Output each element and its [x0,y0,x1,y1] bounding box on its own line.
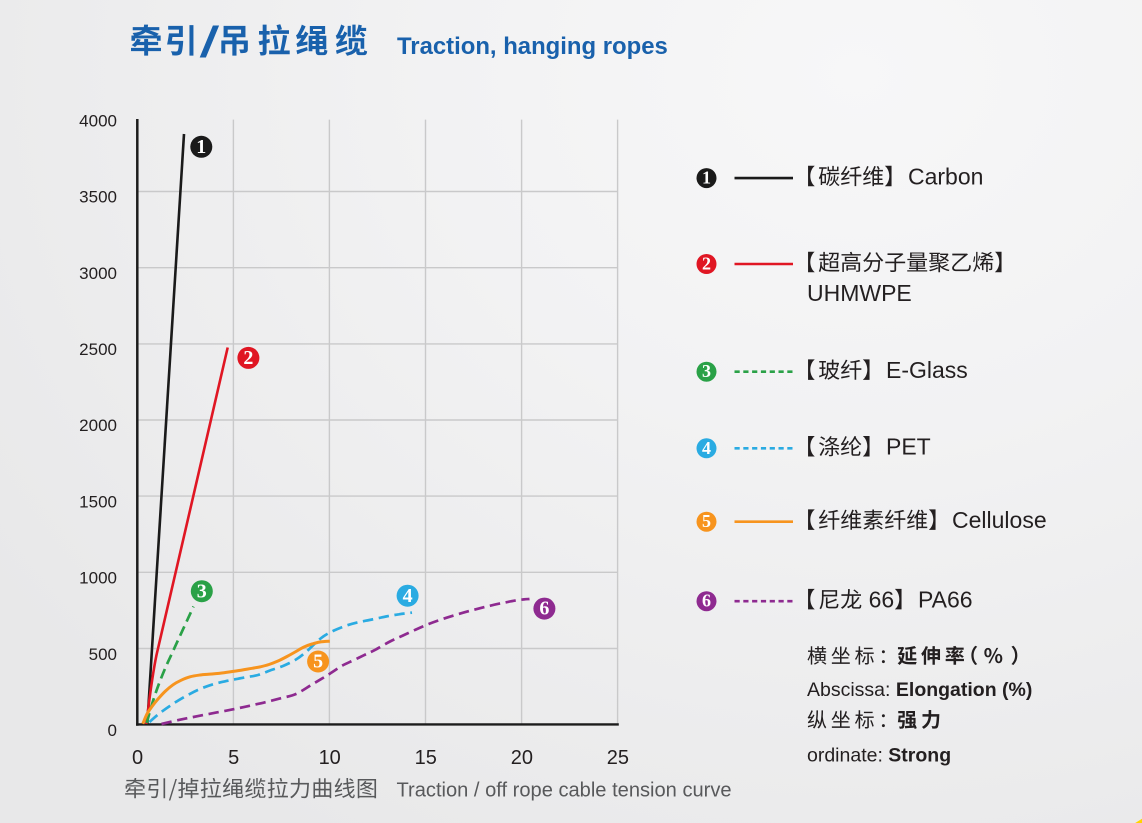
svg-text:Abscissa:: Abscissa: [807,679,890,701]
svg-text:3: 3 [197,580,207,602]
svg-text:0: 0 [132,747,143,769]
svg-text:UHMWPE: UHMWPE [807,280,912,306]
svg-text:4: 4 [702,438,711,458]
svg-text:500: 500 [89,645,117,664]
svg-text:Traction / off rope cable tens: Traction / off rope cable tension curve [397,780,732,802]
svg-text:3500: 3500 [79,188,117,207]
svg-text:15: 15 [415,747,437,769]
svg-text:Elongation (%): Elongation (%) [896,679,1032,701]
svg-text:6: 6 [539,598,549,620]
svg-text:0: 0 [108,721,117,740]
svg-text:10: 10 [319,747,341,769]
svg-text:66: 66 [869,587,895,613]
svg-text:2: 2 [243,347,253,369]
svg-text:Strong: Strong [888,745,951,767]
svg-text:1: 1 [702,168,711,188]
svg-text:Cellulose: Cellulose [952,507,1047,533]
svg-text:25: 25 [607,747,629,769]
svg-text:Traction, hanging ropes: Traction, hanging ropes [397,33,668,60]
svg-text:3000: 3000 [79,264,117,283]
svg-text:6: 6 [702,591,711,611]
svg-text:PA66: PA66 [918,587,973,613]
svg-text:1: 1 [196,136,206,158]
svg-text:5: 5 [702,511,711,531]
svg-text:2: 2 [702,254,711,274]
svg-text:5: 5 [313,651,323,673]
svg-text:3: 3 [702,361,711,381]
svg-text:E-Glass: E-Glass [886,357,968,383]
svg-text:Carbon: Carbon [908,163,983,189]
svg-text:2000: 2000 [79,416,117,435]
svg-text:4: 4 [403,585,413,607]
svg-text:4000: 4000 [79,111,117,130]
svg-text:1000: 1000 [79,569,117,588]
svg-text:20: 20 [511,747,533,769]
svg-text:PET: PET [886,434,931,460]
svg-text:1500: 1500 [79,492,117,511]
svg-text:2500: 2500 [79,340,117,359]
svg-text:ordinate:: ordinate: [807,745,883,767]
svg-text:5: 5 [228,747,239,769]
